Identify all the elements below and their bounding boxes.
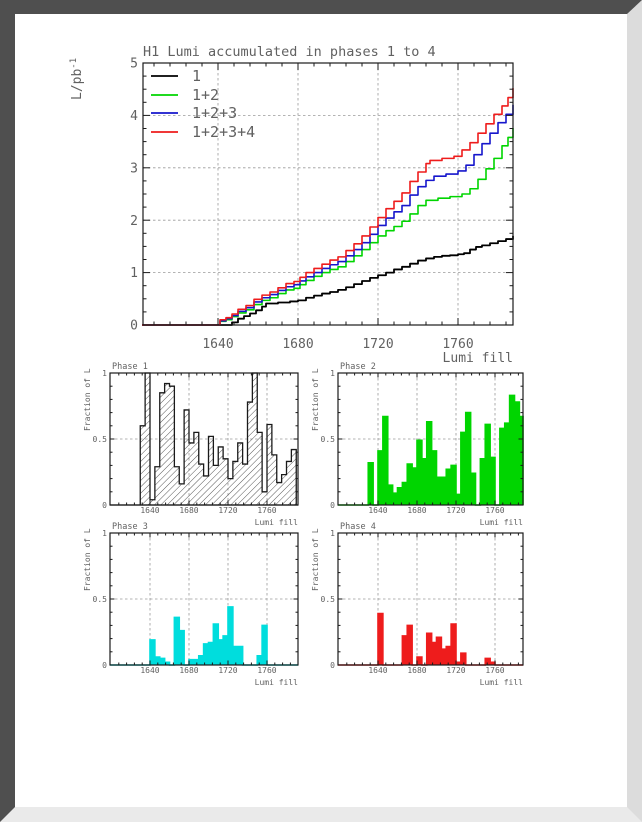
- x-axis-label: Lumi fill: [480, 518, 524, 527]
- y-tick-label: 1: [102, 529, 107, 538]
- x-tick-label: 1640: [202, 337, 233, 352]
- y-tick-label: 3: [130, 161, 138, 176]
- y-tick-label: 1: [102, 369, 107, 378]
- x-tick-label: 1760: [257, 506, 276, 515]
- phase-title: Phase 2: [340, 362, 376, 372]
- main-chart-title: H1 Lumi accumulated in phases 1 to 4: [143, 44, 436, 60]
- y-tick-label: 1: [330, 529, 335, 538]
- y-tick-label: 0.5: [321, 435, 336, 444]
- x-tick-label: 1760: [485, 506, 504, 515]
- main-chart: 1640 1680 1720 1760 0 1 2 3 4 5 Lumi fill H1 Lumi a…: [69, 44, 514, 366]
- y-axis-label: Fraction of L: [311, 368, 320, 431]
- y-tick-label: 0.5: [321, 595, 336, 604]
- y-tick-label: 0.5: [93, 435, 108, 444]
- x-axis-label: Lumi fill: [480, 678, 524, 687]
- series-line-1+2+3+4: [142, 88, 514, 326]
- x-axis-label: Lumi fill: [255, 518, 299, 527]
- phase-title: Phase 4: [340, 522, 376, 532]
- x-tick-label: 1680: [407, 666, 426, 675]
- y-axis-label: Fraction of L: [311, 528, 320, 591]
- x-axis-label: Lumi fill: [443, 351, 513, 366]
- series-line-1+2: [142, 127, 514, 326]
- x-tick-label: 1720: [218, 506, 237, 515]
- x-tick-label: 1640: [368, 506, 387, 515]
- legend: 11+21+2+31+2+3+4: [151, 67, 255, 141]
- y-axis-label: Fraction of L: [83, 368, 92, 431]
- y-tick-label: 0: [102, 661, 107, 670]
- y-tick-label: 4: [130, 109, 138, 124]
- y-tick-label: 5: [130, 57, 138, 72]
- y-tick-label: 2: [130, 214, 138, 229]
- y-axis-label: L/pb-1: [69, 58, 85, 100]
- histogram-cyan: [110, 606, 298, 666]
- x-tick-label: 1680: [179, 666, 198, 675]
- x-tick-label: 1760: [257, 666, 276, 675]
- y-tick-label: 1: [130, 266, 138, 281]
- x-tick-label: 1640: [368, 666, 387, 675]
- x-tick-label: 1720: [446, 506, 465, 515]
- phase-3-chart: 1640 1680 1720 1760 0 0.5 1 Lumi fill Phase 3 Fra…: [83, 522, 299, 687]
- plots-canvas: 1640 1680 1720 1760 0 1 2 3 4 5 Lumi fill H1 Lumi a…: [69, 44, 524, 687]
- x-tick-label: 1680: [282, 337, 313, 352]
- series-line-1: [142, 235, 514, 326]
- legend-label: 1+2+3+4: [192, 123, 255, 141]
- x-tick-label: 1640: [140, 666, 159, 675]
- phase-2-chart: 1640 1680 1720 1760 0 0.5 1 Lumi fill Phase 2 Fra…: [311, 362, 524, 527]
- x-tick-label: 1680: [179, 506, 198, 515]
- y-tick-label: 0: [330, 661, 335, 670]
- phase-title: Phase 1: [112, 362, 148, 372]
- x-tick-label: 1680: [407, 506, 426, 515]
- x-tick-label: 1760: [485, 666, 504, 675]
- y-tick-label: 0: [330, 501, 335, 510]
- x-tick-label: 1720: [362, 337, 393, 352]
- legend-label: 1+2: [192, 86, 219, 104]
- y-tick-label: 0: [102, 501, 107, 510]
- histogram-green: [338, 394, 524, 506]
- x-tick-label: 1640: [140, 506, 159, 515]
- x-tick-label: 1760: [442, 337, 473, 352]
- y-tick-label: 0: [130, 319, 138, 334]
- y-axis-label: Fraction of L: [83, 528, 92, 591]
- x-tick-label: 1720: [218, 666, 237, 675]
- histogram-hatched: [110, 372, 298, 506]
- legend-label: 1: [192, 67, 201, 85]
- phase-4-chart: 1640 1680 1720 1760 0 0.5 1 Lumi fill Phase 4 Fra…: [311, 522, 524, 687]
- y-tick-label: 0.5: [93, 595, 108, 604]
- phase-title: Phase 3: [112, 522, 148, 532]
- x-tick-label: 1720: [446, 666, 465, 675]
- y-tick-label: 1: [330, 369, 335, 378]
- legend-label: 1+2+3: [192, 104, 237, 122]
- x-axis-label: Lumi fill: [255, 678, 299, 687]
- phase-1-chart: 1640 1680 1720 1760 0 0.5 1 Lumi fill Phase 1 Fra…: [83, 362, 299, 527]
